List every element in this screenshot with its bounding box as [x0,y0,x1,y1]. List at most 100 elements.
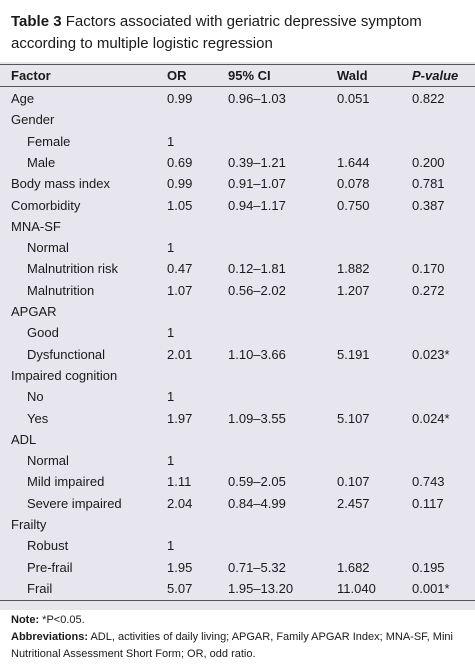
cell-factor: Frail [27,580,53,596]
note-label: Note: [11,614,40,626]
cell-or: 1.05 [167,197,193,213]
cell-factor: Comorbidity [11,197,81,213]
cell-wald: 1.207 [337,282,370,298]
cell-or: 1 [167,240,175,256]
cell-ci: 1.10–3.66 [228,346,286,362]
note-text: *P<0.05. [39,614,85,626]
table-row: Malnutrition 1.07 0.56–2.02 1.207 0.272 [0,280,475,301]
cell-or: 5.07 [167,580,193,596]
table-caption: Table 3 Factors associated with geriatri… [11,11,469,55]
cell-p-value: 0.387 [412,197,445,213]
table-row: Female 1 [0,131,475,152]
cell-wald: 2.457 [337,495,370,511]
header-ci: 95% CI [228,68,271,83]
cell-or: 1.07 [167,282,193,298]
cell-factor: Female [27,133,71,149]
table-title: Factors associated with geriatric depres… [11,13,422,52]
table-bottom-rule [0,600,475,602]
cell-or: 2.04 [167,495,193,511]
cell-wald: 0.078 [337,176,370,192]
cell-factor: MNA-SF [11,218,61,234]
cell-p-value: 0.117 [412,495,444,511]
cell-p-value: 0.272 [412,282,445,298]
cell-wald: 0.750 [337,197,370,213]
cell-factor: Normal [27,453,69,469]
table-row: APGAR [0,301,475,322]
cell-factor: Yes [27,410,49,426]
header-or: OR [167,68,187,83]
note-line: Note: *P<0.05. [11,612,469,629]
table-row: Comorbidity 1.05 0.94–1.17 0.750 0.387 [0,195,475,216]
cell-or: 1 [167,538,175,554]
cell-factor: Male [27,154,56,170]
cell-wald: 1.682 [337,559,370,575]
cell-or: 0.99 [167,91,193,106]
table-row: Mild impaired 1.11 0.59–2.05 0.107 0.743 [0,471,475,492]
table-row: ADL [0,429,475,450]
cell-ci: 1.95–13.20 [228,580,294,596]
cell-wald: 1.644 [337,154,370,170]
cell-factor: Mild impaired [27,474,105,490]
cell-ci: 0.96–1.03 [228,91,286,106]
table-row: Frailty [0,514,475,535]
cell-ci: 0.91–1.07 [228,176,286,192]
table-row: Dysfunctional 2.01 1.10–3.66 5.191 0.023* [0,344,475,365]
table-row: Yes 1.97 1.09–3.55 5.107 0.024* [0,408,475,429]
cell-p-value: 0.822 [412,91,445,106]
cell-factor: Normal [27,240,69,256]
table-row: Robust 1 [0,535,475,556]
cell-or: 0.47 [167,261,193,277]
cell-or: 2.01 [167,346,193,362]
cell-factor: Dysfunctional [27,346,106,362]
table-row: Gender [0,109,475,130]
table-row: Male 0.69 0.39–1.21 1.644 0.200 [0,152,475,173]
cell-factor: Impaired cognition [11,367,118,383]
cell-p-value: 0.781 [412,176,445,192]
table-row: Age 0.99 0.96–1.03 0.051 0.822 [0,88,475,109]
table-row: Impaired cognition [0,365,475,386]
cell-ci: 0.71–5.32 [228,559,286,575]
header-p-value: P-value [412,68,459,83]
table-row: Good 1 [0,322,475,343]
cell-wald: 0.051 [337,91,370,106]
cell-factor: Severe impaired [27,495,122,511]
table-top-rule [0,64,475,65]
cell-factor: Good [27,325,59,341]
table-row: Frail 5.07 1.95–13.20 11.040 0.001* [0,578,475,599]
cell-p-value: 0.200 [412,154,445,170]
cell-or: 1 [167,325,175,341]
table-row: Malnutrition risk 0.47 0.12–1.81 1.882 0.170 [0,258,475,279]
cell-factor: No [27,389,44,405]
cell-or: 1.97 [167,410,193,426]
cell-ci: 0.12–1.81 [228,261,286,277]
cell-or: 0.99 [167,176,193,192]
cell-wald: 5.191 [337,346,370,362]
table-row: Normal 1 [0,237,475,258]
cell-factor: Robust [27,538,69,554]
table-row: Normal 1 [0,450,475,471]
table-row: No 1 [0,386,475,407]
cell-factor: APGAR [11,304,57,319]
cell-factor: Body mass index [11,176,110,192]
cell-wald: 11.040 [337,580,376,596]
regression-table: Factor OR 95% CI Wald P-value Age 0.99 0.9… [0,62,475,610]
cell-p-value: 0.743 [412,474,445,490]
cell-ci: 1.09–3.55 [228,410,286,426]
cell-ci: 0.59–2.05 [228,474,286,490]
header-factor: Factor [11,68,51,83]
cell-factor: ADL [11,431,37,447]
cell-ci: 0.84–4.99 [228,495,286,511]
cell-factor: Age [11,91,35,106]
table-header-rule [0,86,475,87]
table-row: MNA-SF [0,216,475,237]
cell-p-value: 0.023* [412,346,450,362]
cell-or: 1 [167,133,175,149]
cell-ci: 0.39–1.21 [228,154,286,170]
cell-p-value: 0.001* [412,580,450,596]
cell-or: 0.69 [167,154,193,170]
table-notes: Note: *P<0.05. Abbreviations: ADL, activ… [11,612,469,663]
cell-wald: 5.107 [337,410,370,426]
cell-factor: Gender [11,112,55,128]
cell-factor: Malnutrition risk [27,261,119,277]
